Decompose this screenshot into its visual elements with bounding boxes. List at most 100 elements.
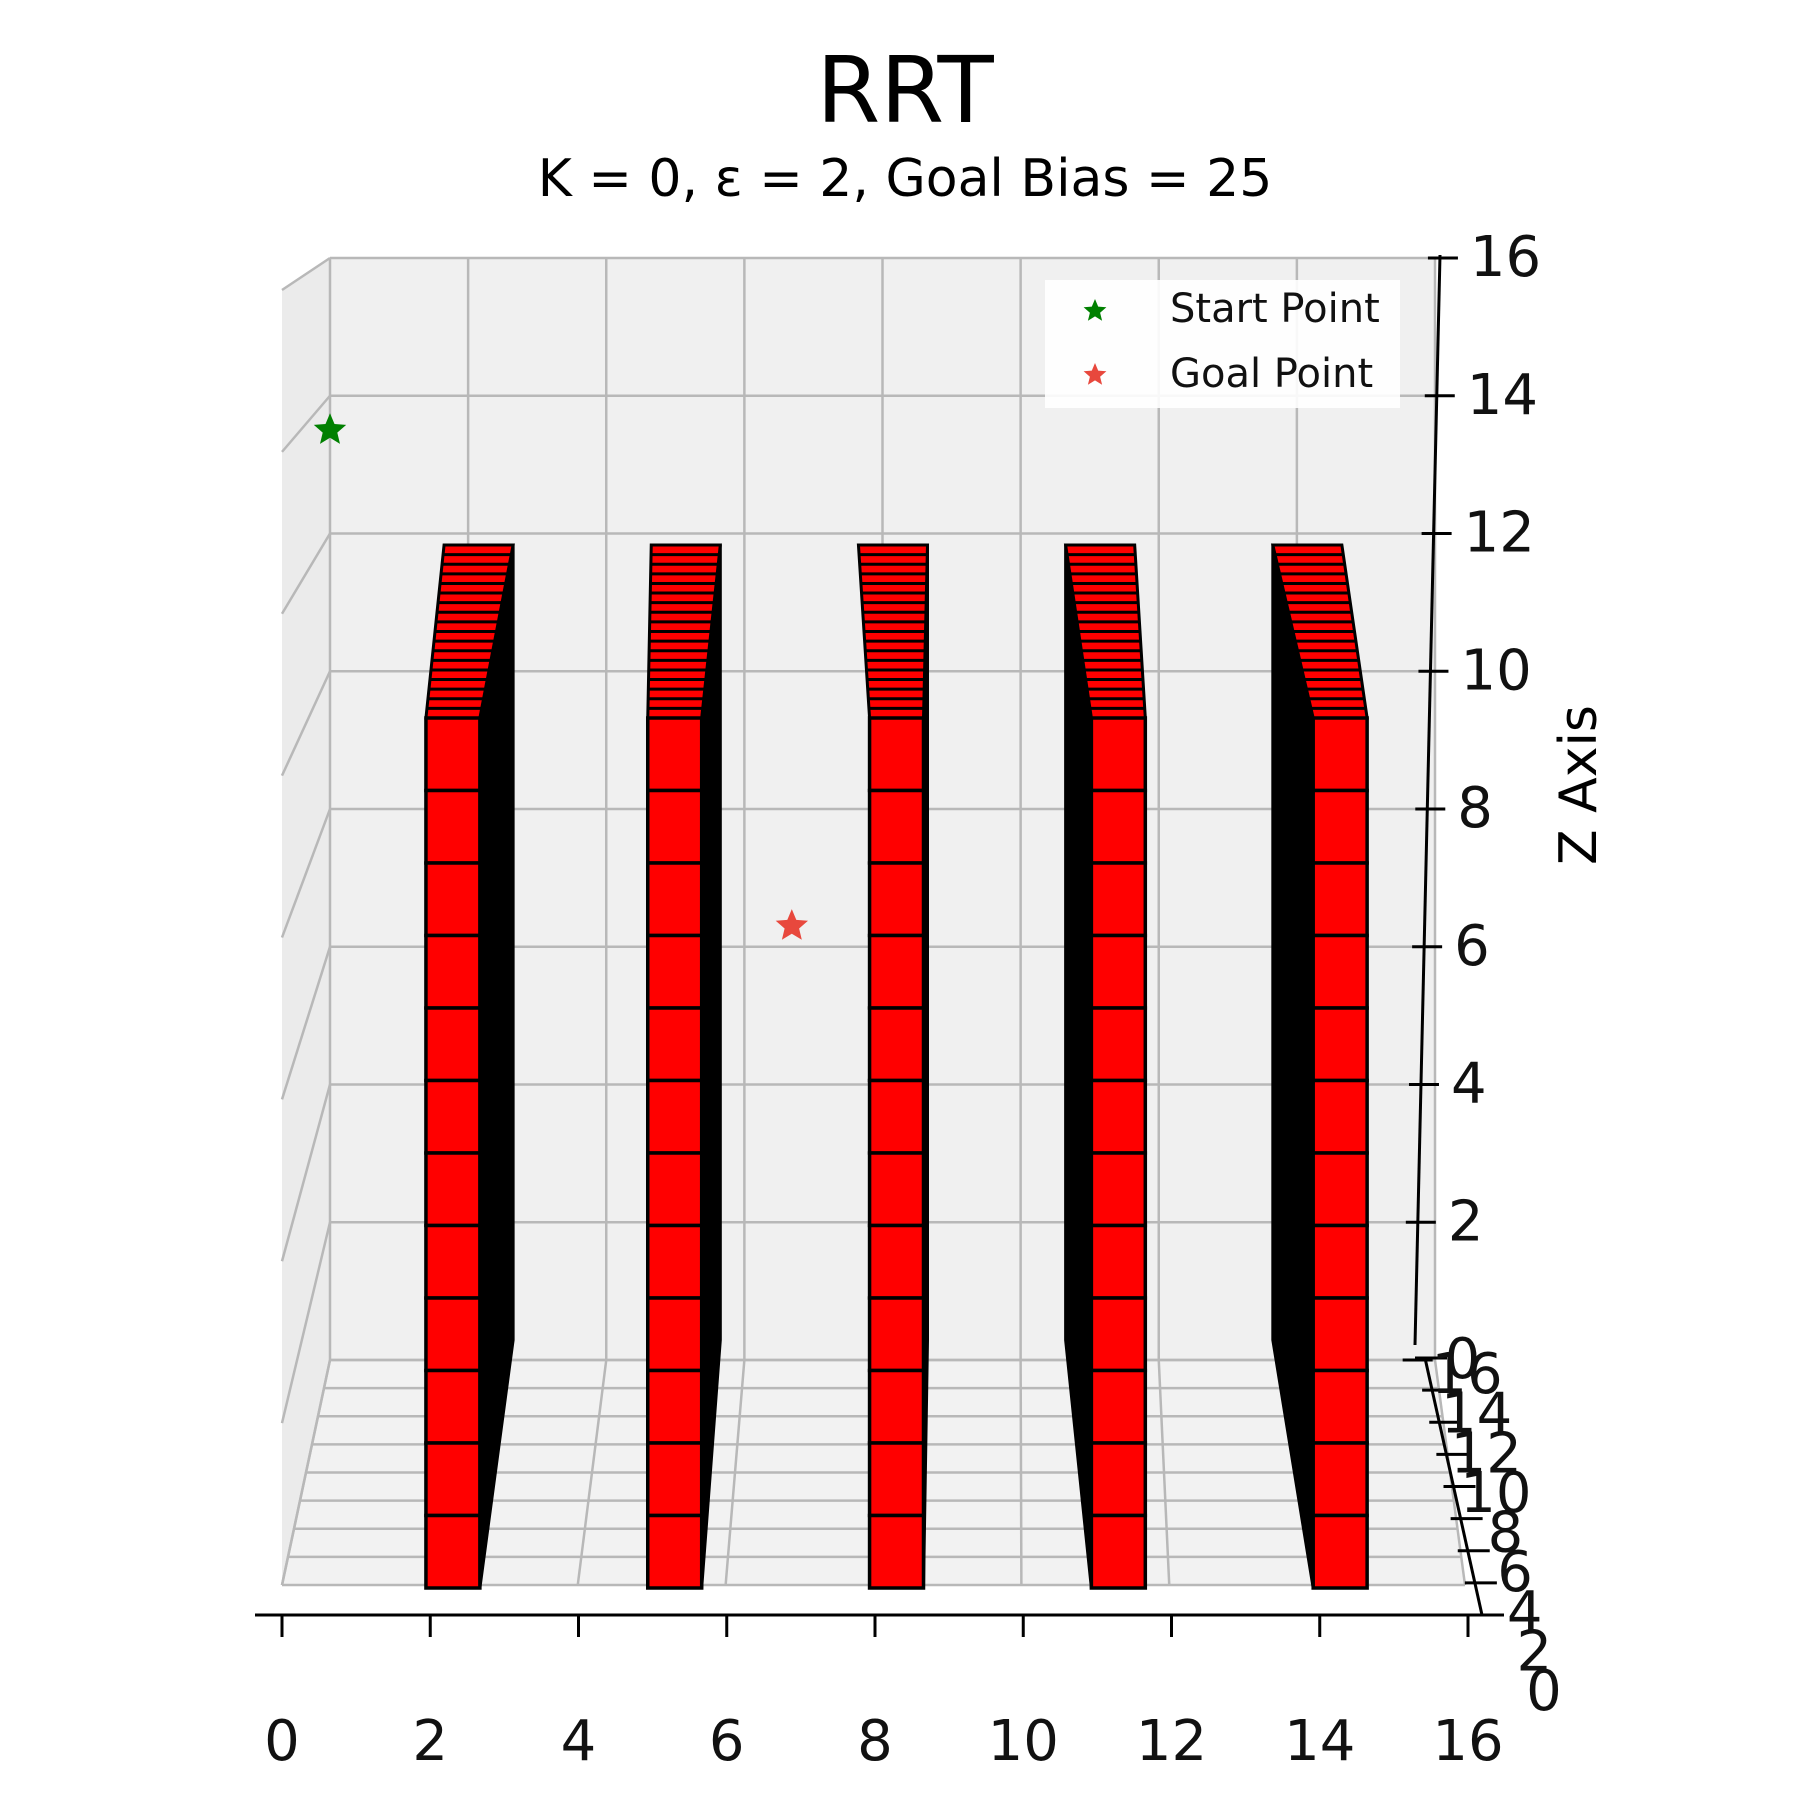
y-tick-label: 16 xyxy=(1431,1342,1502,1407)
z-axis-line xyxy=(1413,254,1442,1346)
obstacle-cube xyxy=(646,1078,704,1155)
y-tick-label: 8 xyxy=(1488,1501,1524,1566)
legend-marker-start xyxy=(1083,299,1107,321)
obstacle-cube xyxy=(867,716,926,793)
obstacle-cube xyxy=(867,933,926,1010)
obstacle-column xyxy=(646,543,722,1590)
y-tick-label: 4 xyxy=(1507,1580,1543,1645)
obstacle-cube xyxy=(1089,1006,1148,1083)
obstacle-cube xyxy=(424,1006,482,1083)
obstacle-cube xyxy=(1089,1368,1148,1445)
goal-point-marker xyxy=(775,909,808,940)
obstacle-cube xyxy=(867,788,926,865)
grid-line-z-side xyxy=(280,670,332,777)
obstacle-cube xyxy=(867,861,926,938)
obstacle-column xyxy=(1063,543,1148,1590)
obstacle-cube xyxy=(424,1296,482,1373)
obstacle-cube xyxy=(867,1006,926,1083)
obstacle-cube xyxy=(424,716,482,793)
obstacle-cube xyxy=(424,933,482,1010)
obstacle-cube xyxy=(646,1151,704,1228)
y-tick-label: 12 xyxy=(1451,1421,1522,1486)
x-tick-label: 16 xyxy=(1432,1709,1503,1774)
obstacle-cube xyxy=(646,716,704,793)
obstacle-cube xyxy=(1089,1078,1148,1155)
obstacle-cube xyxy=(646,1513,704,1590)
obstacle-cube xyxy=(1089,933,1148,1010)
obstacle-cube xyxy=(1311,1078,1369,1155)
obstacle-cube xyxy=(1311,1513,1369,1590)
legend: Start Point Goal Point xyxy=(1045,280,1400,408)
obstacle-column xyxy=(424,543,515,1590)
obstacle-cube xyxy=(1311,861,1369,938)
obstacle-cube xyxy=(1089,1296,1148,1373)
obstacle-column xyxy=(1270,543,1369,1590)
y-tick-label: 14 xyxy=(1441,1382,1512,1447)
data-points xyxy=(313,413,808,940)
chart-subtitle: K = 0, ε = 2, Goal Bias = 25 xyxy=(538,149,1273,209)
grid-line-z-side xyxy=(281,394,331,453)
y-tick-label: 2 xyxy=(1517,1619,1553,1684)
obstacle-cube xyxy=(424,1151,482,1228)
z-tick-label: 4 xyxy=(1451,1052,1487,1117)
obstacle-cube xyxy=(646,861,704,938)
obstacle-cube xyxy=(424,788,482,865)
grid-line-z-side xyxy=(280,946,332,1100)
obstacle-cube xyxy=(867,1151,926,1228)
obstacle-cube xyxy=(1311,1441,1369,1518)
obstacle-cube xyxy=(424,1368,482,1445)
obstacle-cube xyxy=(646,1441,704,1518)
legend-box xyxy=(1045,280,1400,408)
obstacle-cube xyxy=(424,1078,482,1155)
x-tick-label: 8 xyxy=(857,1709,893,1774)
obstacle-cube xyxy=(424,861,482,938)
legend-label-goal: Goal Point xyxy=(1170,351,1373,397)
obstacle-cube xyxy=(1089,788,1148,865)
obstacle-columns xyxy=(424,543,1369,1590)
obstacle-cube xyxy=(1311,933,1369,1010)
obstacle-cube xyxy=(867,1513,926,1590)
obstacle-cube xyxy=(867,1078,926,1155)
z-tick-label: 8 xyxy=(1457,776,1493,841)
x-tick-label: 14 xyxy=(1284,1709,1355,1774)
obstacle-cube xyxy=(1311,1368,1369,1445)
grid-line-z-side xyxy=(280,532,332,615)
obstacle-cube xyxy=(424,1513,482,1590)
chart-title: RRT xyxy=(816,37,994,144)
obstacle-cube xyxy=(1089,716,1148,793)
obstacle-column xyxy=(856,543,930,1590)
y-tick-label: 10 xyxy=(1460,1461,1531,1526)
z-tick-label: 6 xyxy=(1454,914,1490,979)
y-tick-label: 6 xyxy=(1497,1540,1533,1605)
obstacle-cube xyxy=(1089,1151,1148,1228)
x-tick-label: 0 xyxy=(264,1709,300,1774)
z-tick-label: 10 xyxy=(1460,638,1531,703)
z-tick-label: 12 xyxy=(1464,501,1535,566)
grid-line-z-side xyxy=(280,1084,332,1262)
obstacle-cube xyxy=(867,1223,926,1300)
obstacle-cube xyxy=(1311,1223,1369,1300)
y-tick-label: 0 xyxy=(1526,1659,1562,1724)
x-tick-label: 10 xyxy=(988,1709,1059,1774)
obstacle-cube xyxy=(867,1441,926,1518)
grid-line-z-side xyxy=(280,808,332,938)
legend-marker-goal xyxy=(1083,363,1107,385)
obstacle-cube xyxy=(646,1223,704,1300)
obstacle-cube xyxy=(646,1368,704,1445)
grid-line-z-side xyxy=(280,1221,332,1424)
obstacle-cube xyxy=(646,1006,704,1083)
obstacle-cube xyxy=(1311,716,1369,793)
z-axis-label: Z Axis xyxy=(1549,705,1609,865)
x-tick-label: 12 xyxy=(1136,1709,1207,1774)
obstacle-cube xyxy=(1089,1223,1148,1300)
grid-line-z-side xyxy=(281,256,331,292)
obstacle-cube xyxy=(1311,1296,1369,1373)
x-tick-label: 2 xyxy=(412,1709,448,1774)
obstacle-cube xyxy=(1089,1441,1148,1518)
obstacle-cube xyxy=(1311,788,1369,865)
z-tick-label: 16 xyxy=(1470,225,1541,290)
obstacle-cube xyxy=(1311,1151,1369,1228)
obstacle-cube xyxy=(424,1223,482,1300)
